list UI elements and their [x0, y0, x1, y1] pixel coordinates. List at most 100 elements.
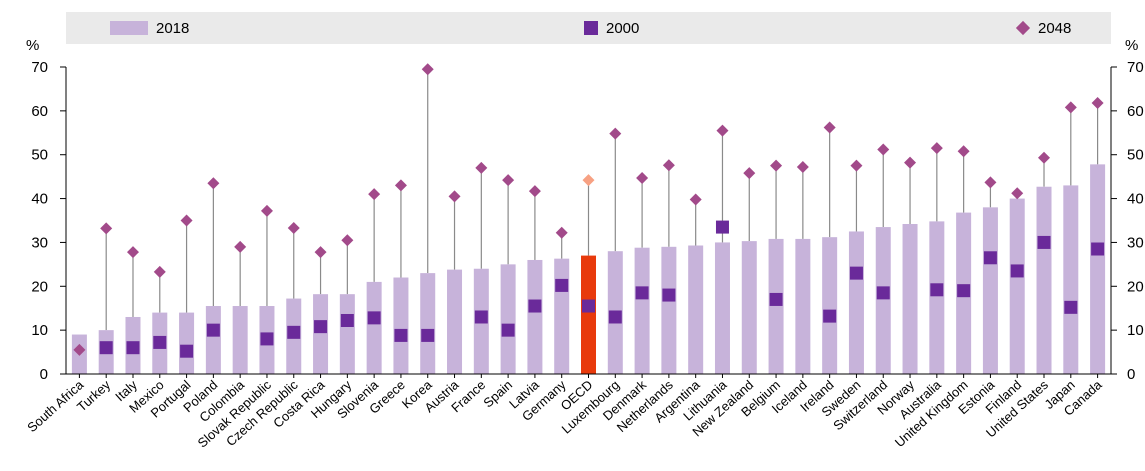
- bar-2018-austria: [447, 269, 463, 374]
- marker-2000-spain: [501, 323, 515, 337]
- y-tick-label-left-30: 30: [31, 234, 48, 251]
- y-tick-label-right-70: 70: [1127, 59, 1144, 76]
- bar-2018-greece: [393, 277, 409, 374]
- marker-2048-estonia: [984, 176, 997, 189]
- bar-2018-finland: [1009, 198, 1025, 374]
- legend-item-2018: 2018: [110, 12, 189, 44]
- marker-2048-canada: [1091, 96, 1104, 109]
- bar-2018-norway: [902, 224, 918, 374]
- marker-2048-slovenia: [368, 188, 381, 201]
- y-tick-label-right-10: 10: [1127, 322, 1144, 339]
- marker-2000-portugal: [180, 344, 194, 358]
- bar-2018-oecd: [581, 255, 596, 374]
- bar-2018-hungary: [339, 294, 355, 374]
- marker-2048-argentina: [689, 193, 702, 206]
- marker-2048-iceland: [796, 160, 809, 173]
- marker-2048-latvia: [528, 185, 541, 198]
- bar-2018-lithuania: [714, 242, 730, 374]
- marker-2000-switzerland: [876, 286, 890, 300]
- marker-2048-korea: [421, 63, 434, 76]
- marker-2000-czech-republic: [287, 325, 301, 339]
- bar-2018-belgium: [768, 238, 784, 374]
- marker-2048-slovak-republic: [260, 204, 273, 217]
- y-tick-label-left-50: 50: [31, 147, 48, 164]
- y-tick-label-left-0: 0: [40, 366, 48, 383]
- marker-2000-estonia: [983, 251, 997, 265]
- bar-2018-korea: [420, 273, 436, 374]
- marker-2048-japan: [1064, 101, 1077, 114]
- marker-2000-ireland: [823, 309, 837, 323]
- bar-2018-portugal: [179, 312, 195, 374]
- legend-item-2000: 2000: [584, 12, 639, 44]
- y-tick-label-right-40: 40: [1127, 191, 1144, 208]
- marker-2048-france: [475, 161, 488, 174]
- marker-2000-latvia: [528, 299, 542, 313]
- marker-2000-united-kingdom: [957, 284, 971, 298]
- marker-2048-new-zealand: [743, 167, 756, 180]
- marker-2000-lithuania: [715, 220, 729, 234]
- legend-label-2000: 2000: [606, 19, 640, 37]
- marker-2048-greece: [394, 179, 407, 192]
- bar-2018-spain: [500, 264, 516, 374]
- marker-2000-netherlands: [662, 288, 676, 302]
- marker-2000-hungary: [340, 313, 354, 327]
- marker-2000-finland: [1010, 264, 1024, 278]
- marker-2048-colombia: [234, 240, 247, 253]
- bar-2018-australia: [929, 221, 945, 374]
- marker-2048-denmark: [636, 171, 649, 184]
- bar-2018-costa-rica: [313, 294, 329, 374]
- y-tick-label-right-20: 20: [1127, 278, 1144, 295]
- marker-2000-slovak-republic: [260, 332, 274, 346]
- marker-2048-norway: [904, 156, 917, 169]
- marker-2048-netherlands: [662, 159, 675, 172]
- marker-2000-mexico: [153, 335, 167, 349]
- bar-2018-denmark: [634, 247, 650, 374]
- marker-2000-united-states: [1037, 235, 1051, 249]
- legend-label-2018: 2018: [156, 19, 190, 37]
- marker-2048-switzerland: [877, 143, 890, 156]
- y-tick-label-left-40: 40: [31, 191, 48, 208]
- bar-2018-new-zealand: [741, 241, 757, 374]
- bar-2018-iceland: [795, 238, 811, 374]
- marker-2000-france: [474, 310, 488, 324]
- legend-swatch-2000: [584, 21, 598, 35]
- bar-2018-united-states: [1036, 186, 1052, 374]
- marker-2000-turkey: [99, 341, 113, 355]
- marker-2000-germany: [555, 278, 569, 292]
- marker-2048-costa-rica: [314, 246, 327, 259]
- marker-2048-italy: [126, 246, 139, 259]
- marker-2048-united-kingdom: [957, 145, 970, 158]
- y-tick-label-right-60: 60: [1127, 103, 1144, 120]
- marker-2048-spain: [502, 174, 515, 187]
- legend-label-2048: 2048: [1038, 19, 1072, 37]
- marker-2048-south-africa: [73, 343, 86, 356]
- marker-2000-japan: [1064, 300, 1078, 314]
- marker-2000-italy: [126, 341, 140, 355]
- bar-2018-japan: [1063, 185, 1079, 374]
- marker-2048-lithuania: [716, 124, 729, 137]
- bar-2018-germany: [554, 258, 570, 374]
- marker-2048-oecd: [582, 174, 595, 187]
- marker-2048-austria: [448, 190, 461, 203]
- marker-2048-finland: [1011, 187, 1024, 200]
- marker-2048-united-states: [1038, 151, 1051, 164]
- marker-2048-ireland: [823, 121, 836, 134]
- marker-2048-portugal: [180, 214, 193, 227]
- marker-2000-denmark: [635, 286, 649, 300]
- marker-2048-turkey: [100, 222, 113, 235]
- bar-2018-switzerland: [875, 227, 891, 374]
- marker-2048-poland: [207, 177, 220, 190]
- marker-2048-mexico: [153, 265, 166, 278]
- marker-2000-sweden: [849, 266, 863, 280]
- bar-2018-latvia: [527, 259, 543, 374]
- bar-2018-canada: [1090, 164, 1106, 374]
- bar-2018-sweden: [848, 231, 864, 374]
- bar-2018-ireland: [822, 237, 838, 374]
- marker-2000-canada: [1091, 242, 1105, 256]
- y-unit-left: %: [26, 37, 40, 54]
- y-tick-label-left-60: 60: [31, 103, 48, 120]
- marker-2048-sweden: [850, 159, 863, 172]
- bar-2018-argentina: [688, 245, 704, 374]
- marker-2048-germany: [555, 226, 568, 239]
